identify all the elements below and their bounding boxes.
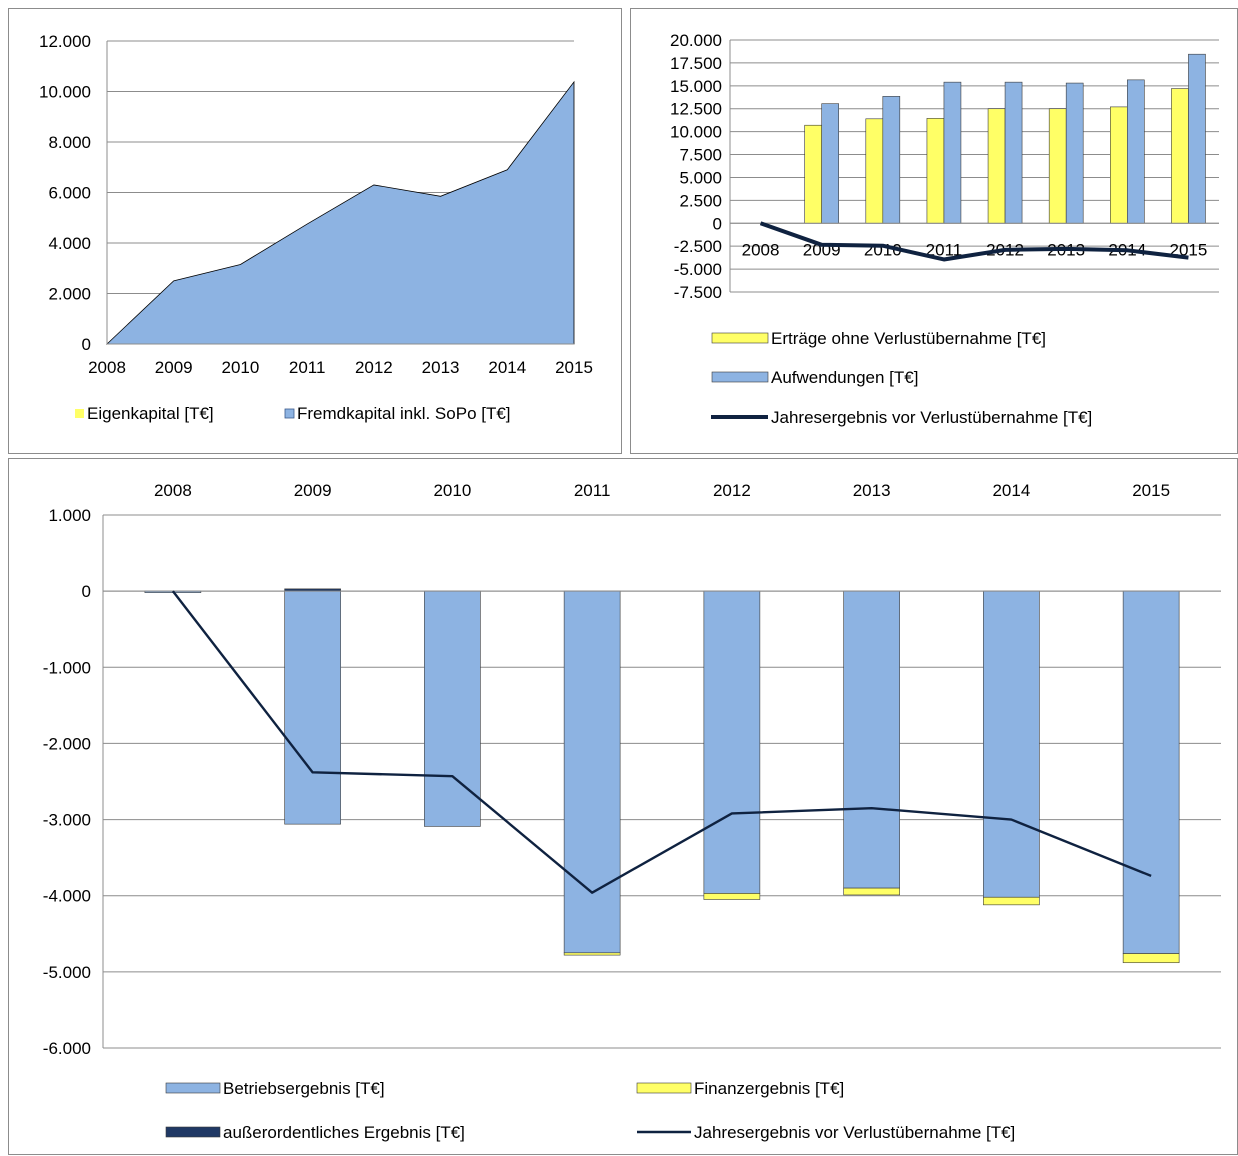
legend-label: Fremdkapital inkl. SoPo [T€] — [297, 404, 511, 423]
y-tick-label: -7.500 — [674, 283, 722, 302]
y-tick-label: 12.000 — [39, 32, 91, 51]
legend-label: Betriebsergebnis [T€] — [223, 1079, 385, 1098]
y-tick-label: 2.000 — [48, 285, 91, 304]
bar-segment — [563, 590, 621, 954]
x-tick-label: 2008 — [742, 240, 780, 259]
x-tick-label: 2013 — [422, 358, 460, 377]
bar — [1065, 82, 1084, 224]
y-tick-label: 10.000 — [39, 83, 91, 102]
y-tick-label: 0 — [82, 582, 91, 601]
y-tick-label: 4.000 — [48, 234, 91, 253]
legend-label: Jahresergebnis vor Verlustübernahme [T€] — [771, 408, 1092, 427]
legend-swatch — [165, 1082, 221, 1094]
bar — [1110, 106, 1128, 224]
chart-panel-result: -6.000 -5.000 -4.000 -3.000 -2.000 -1.000 0 1.0… — [8, 458, 1238, 1155]
y-tick-label: 1.000 — [48, 506, 91, 525]
legend-label: Finanzergebnis [T€] — [694, 1079, 844, 1098]
bar-segment — [424, 590, 481, 827]
bar-segment — [703, 893, 761, 900]
y-tick-label: 8.000 — [48, 133, 91, 152]
y-tick-label: -2.500 — [674, 237, 722, 256]
capital-area-chart: 0 2.000 4.000 6.000 8.000 10.000 12.000 2008 200… — [39, 32, 593, 423]
x-tick-label: 2010 — [222, 358, 260, 377]
y-tick-label: 17.500 — [670, 54, 722, 73]
bar — [1004, 81, 1023, 224]
legend-swatch — [75, 409, 84, 418]
bar — [1127, 79, 1145, 224]
bar-segment — [983, 590, 1040, 898]
y-tick-label: 15.000 — [670, 77, 722, 96]
result-breakdown-chart: -6.000 -5.000 -4.000 -3.000 -2.000 -1.000 0 1.0… — [43, 481, 1221, 1142]
legend-label: Aufwendungen [T€] — [771, 368, 918, 387]
income-expense-chart: -7.500 -5.000 -2.500 0 2.500 5.000 7.500 10.000… — [670, 31, 1219, 427]
bar — [1048, 108, 1067, 224]
x-tick-label: 2009 — [294, 481, 332, 500]
bar-segment — [983, 896, 1040, 906]
x-tick-label: 2014 — [488, 358, 526, 377]
x-tick-label: 2012 — [355, 358, 393, 377]
bar — [1171, 88, 1189, 224]
legend-label: außerordentliches Ergebnis [T€] — [223, 1123, 465, 1142]
line-series — [171, 590, 1152, 894]
legend-swatch — [165, 1126, 221, 1138]
bar — [882, 96, 901, 224]
y-tick-label: 5.000 — [679, 168, 722, 187]
y-tick-label: 0 — [713, 214, 722, 233]
bar — [821, 103, 839, 224]
bar-segment — [703, 590, 761, 894]
bar-segment — [1122, 590, 1180, 954]
y-tick-label: -4.000 — [43, 887, 91, 906]
y-tick-label: -6.000 — [43, 1039, 91, 1058]
legend-label: Eigenkapital [T€] — [87, 404, 214, 423]
x-tick-label: 2015 — [1132, 481, 1170, 500]
chart-panel-income: -7.500 -5.000 -2.500 0 2.500 5.000 7.500 10.000… — [630, 8, 1238, 454]
bar-segment — [563, 952, 621, 956]
bar-segment — [284, 590, 341, 825]
legend-label: Erträge ohne Verlustübernahme [T€] — [771, 329, 1046, 348]
x-tick-label: 2011 — [574, 481, 611, 500]
y-tick-label: 2.500 — [679, 191, 722, 210]
y-tick-label: -3.000 — [43, 811, 91, 830]
bar — [865, 118, 884, 224]
y-tick-label: -1.000 — [43, 658, 91, 677]
y-tick-label: 10.000 — [670, 123, 722, 142]
bar — [987, 108, 1006, 224]
y-tick-label: 7.500 — [679, 146, 722, 165]
bar — [804, 124, 822, 224]
bar — [926, 118, 945, 224]
legend-label: Jahresergebnis vor Verlustübernahme [T€] — [694, 1123, 1015, 1142]
line-series — [759, 221, 1189, 262]
area-series — [105, 80, 575, 345]
bar-segment — [843, 887, 900, 896]
y-tick-label: 12.500 — [670, 100, 722, 119]
x-tick-label: 2012 — [713, 481, 751, 500]
x-tick-label: 2008 — [154, 481, 192, 500]
legend-swatch — [711, 371, 769, 383]
y-tick-label: 20.000 — [670, 31, 722, 50]
legend-swatch — [284, 408, 295, 419]
bar — [943, 81, 962, 224]
bar — [1188, 53, 1206, 224]
x-tick-label: 2010 — [433, 481, 471, 500]
y-tick-label: -5.000 — [43, 963, 91, 982]
x-tick-label: 2013 — [853, 481, 891, 500]
y-tick-label: 6.000 — [48, 184, 91, 203]
bar-segment — [1122, 953, 1180, 964]
x-tick-label: 2014 — [992, 481, 1030, 500]
x-tick-label: 2011 — [926, 240, 963, 259]
x-tick-label: 2011 — [289, 358, 326, 377]
bar-segment — [843, 590, 900, 889]
x-tick-label: 2008 — [88, 358, 126, 377]
chart-panel-capital: 0 2.000 4.000 6.000 8.000 10.000 12.000 2008 200… — [8, 8, 622, 454]
y-tick-label: -5.000 — [674, 260, 722, 279]
y-tick-label: 0 — [82, 335, 91, 354]
x-tick-label: 2015 — [555, 358, 593, 377]
y-tick-label: -2.000 — [43, 734, 91, 753]
legend-swatch — [636, 1082, 692, 1094]
legend-swatch — [711, 332, 769, 344]
x-tick-label: 2009 — [155, 358, 193, 377]
